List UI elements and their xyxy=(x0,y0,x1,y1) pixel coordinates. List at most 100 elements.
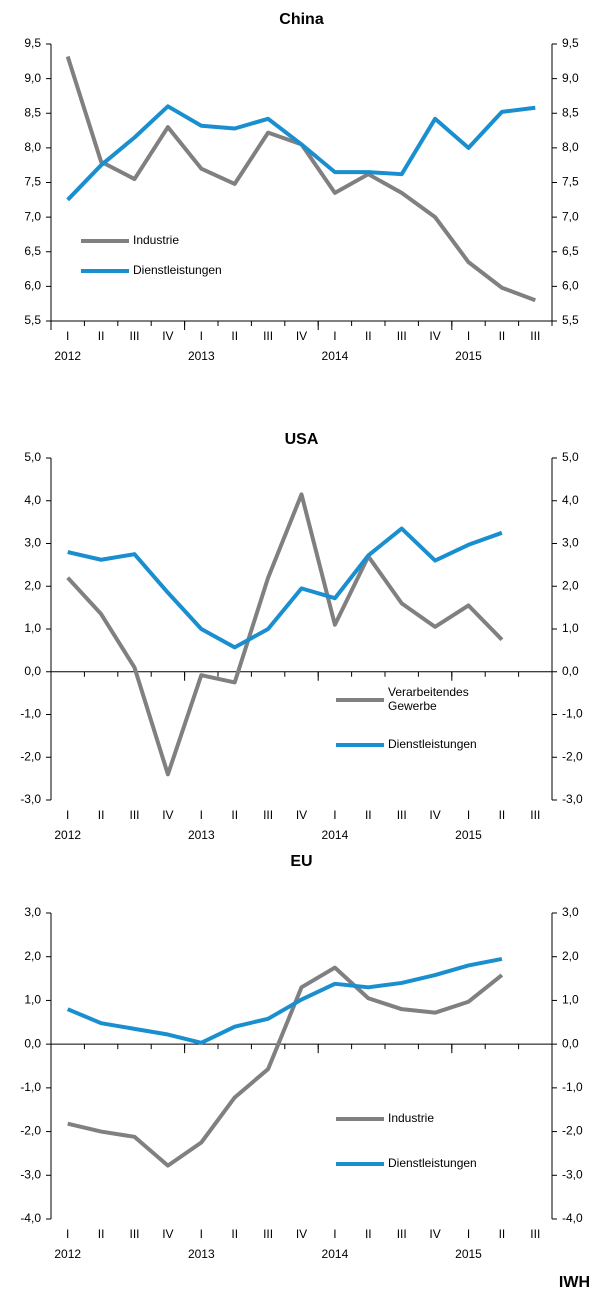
x-tick-label: II xyxy=(499,1227,506,1241)
x-tick-label: IV xyxy=(296,329,307,343)
x-group-label: 2014 xyxy=(322,349,349,363)
y-tick-label: -1,0 xyxy=(20,1080,41,1094)
y-tick-label: 5,0 xyxy=(24,450,41,464)
x-tick-label: I xyxy=(200,1227,203,1241)
y-tick-label-right: -2,0 xyxy=(562,1124,583,1138)
y-tick-label-right: 2,0 xyxy=(562,578,579,592)
y-tick-label: 7,5 xyxy=(24,175,41,189)
y-tick-label: 0,0 xyxy=(24,664,41,678)
x-tick-label: II xyxy=(98,1227,105,1241)
chart-title: USA xyxy=(285,431,319,448)
y-tick-label-right: 5,5 xyxy=(562,313,579,327)
y-tick-label-right: -3,0 xyxy=(562,792,583,806)
x-tick-label: II xyxy=(499,329,506,343)
y-tick-label: 5,5 xyxy=(24,313,41,327)
x-group-label: 2015 xyxy=(455,828,482,842)
y-tick-label-right: 0,0 xyxy=(562,664,579,678)
x-tick-label: II xyxy=(231,329,238,343)
y-tick-label-right: 8,0 xyxy=(562,140,579,154)
x-group-label: 2013 xyxy=(188,828,215,842)
y-tick-label: 8,0 xyxy=(24,140,41,154)
x-tick-label: III xyxy=(530,808,540,822)
y-tick-label-right: 1,0 xyxy=(562,621,579,635)
y-tick-label-right: -4,0 xyxy=(562,1211,583,1225)
x-group-label: 2012 xyxy=(54,1247,81,1261)
y-tick-label-right: 3,0 xyxy=(562,905,579,919)
x-tick-label: IV xyxy=(429,808,440,822)
x-tick-label: II xyxy=(499,808,506,822)
y-tick-label: 9,0 xyxy=(24,71,41,85)
series-line xyxy=(67,526,503,650)
x-tick-label: IV xyxy=(296,1227,307,1241)
x-tick-label: III xyxy=(129,808,139,822)
y-tick-label: -2,0 xyxy=(20,1124,41,1138)
y-tick-label: -3,0 xyxy=(20,1167,41,1181)
y-tick-label-right: 6,0 xyxy=(562,279,579,293)
y-tick-label-right: 6,5 xyxy=(562,244,579,258)
x-group-label: 2012 xyxy=(54,349,81,363)
y-tick-label: 1,0 xyxy=(24,993,41,1007)
y-tick-label-right: 0,0 xyxy=(562,1036,579,1050)
x-tick-label: II xyxy=(231,808,238,822)
x-tick-label: I xyxy=(467,329,470,343)
series-line xyxy=(67,965,504,1168)
y-tick-label-right: 5,0 xyxy=(562,450,579,464)
x-tick-label: IV xyxy=(296,808,307,822)
y-tick-label: -1,0 xyxy=(20,707,41,721)
y-tick-label-right: -1,0 xyxy=(562,707,583,721)
y-tick-label: 4,0 xyxy=(24,493,41,507)
x-tick-label: III xyxy=(263,1227,273,1241)
x-group-label: 2015 xyxy=(455,1247,482,1261)
y-tick-label: 6,0 xyxy=(24,279,41,293)
y-tick-label-right: 9,0 xyxy=(562,71,579,85)
x-tick-label: IV xyxy=(429,329,440,343)
y-tick-label-right: -2,0 xyxy=(562,749,583,763)
y-tick-label: 3,0 xyxy=(24,536,41,550)
y-tick-label: 8,5 xyxy=(24,105,41,119)
x-tick-label: I xyxy=(467,1227,470,1241)
x-tick-label: I xyxy=(66,808,69,822)
y-tick-label: 1,0 xyxy=(24,621,41,635)
x-group-label: 2014 xyxy=(322,1247,349,1261)
y-tick-label: 9,5 xyxy=(24,36,41,50)
y-tick-label: -3,0 xyxy=(20,792,41,806)
x-tick-label: III xyxy=(397,329,407,343)
x-tick-label: III xyxy=(263,329,273,343)
x-tick-label: II xyxy=(231,1227,238,1241)
y-tick-label-right: 4,0 xyxy=(562,493,579,507)
x-tick-label: I xyxy=(467,808,470,822)
x-group-label: 2012 xyxy=(54,828,81,842)
y-tick-label: 0,0 xyxy=(24,1036,41,1050)
series-line xyxy=(66,956,503,1045)
x-tick-label: II xyxy=(98,329,105,343)
x-tick-label: II xyxy=(98,808,105,822)
x-tick-label: I xyxy=(200,329,203,343)
x-tick-label: III xyxy=(397,1227,407,1241)
y-tick-label: -4,0 xyxy=(20,1211,41,1225)
legend-label: Dienstleistungen xyxy=(388,1156,477,1170)
x-tick-label: III xyxy=(530,1227,540,1241)
x-tick-label: IV xyxy=(162,808,173,822)
x-tick-label: I xyxy=(333,329,336,343)
y-tick-label: 3,0 xyxy=(24,905,41,919)
x-tick-label: I xyxy=(66,329,69,343)
x-tick-label: I xyxy=(333,808,336,822)
series-line xyxy=(66,104,536,202)
x-tick-label: IV xyxy=(162,329,173,343)
y-tick-label-right: 7,5 xyxy=(562,175,579,189)
x-tick-label: I xyxy=(333,1227,336,1241)
x-tick-label: II xyxy=(365,329,372,343)
y-tick-label: 2,0 xyxy=(24,578,41,592)
x-tick-label: IV xyxy=(429,1227,440,1241)
y-tick-label-right: 3,0 xyxy=(562,536,579,550)
x-tick-label: III xyxy=(129,329,139,343)
series-line xyxy=(66,492,504,777)
x-tick-label: II xyxy=(365,808,372,822)
y-tick-label-right: 7,0 xyxy=(562,209,579,223)
x-tick-label: IV xyxy=(162,1227,173,1241)
y-tick-label-right: -3,0 xyxy=(562,1167,583,1181)
y-tick-label: 7,0 xyxy=(24,209,41,223)
y-tick-label-right: 8,5 xyxy=(562,105,579,119)
source: IWH xyxy=(559,1274,590,1291)
